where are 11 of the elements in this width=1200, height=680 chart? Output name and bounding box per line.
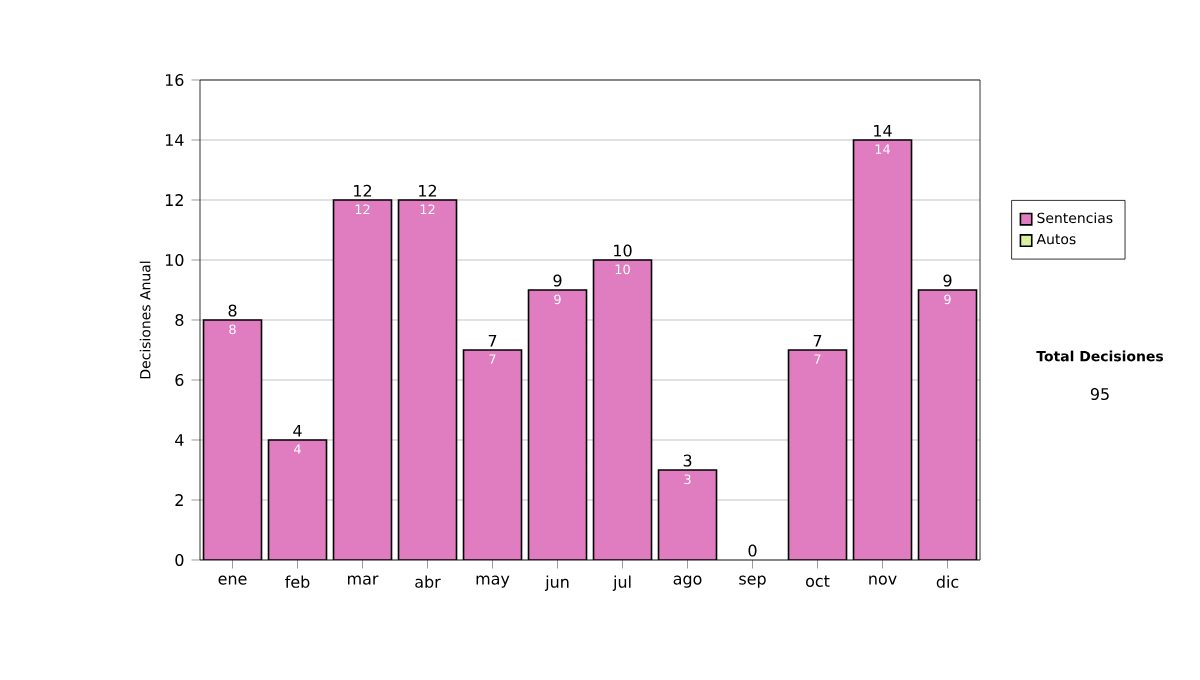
bar — [528, 290, 587, 560]
bar — [463, 350, 522, 560]
bar — [658, 470, 717, 560]
bar — [852, 139, 913, 560]
bar — [787, 349, 848, 560]
bar — [333, 199, 392, 560]
bar — [398, 199, 457, 560]
bar — [593, 260, 652, 560]
bar — [268, 440, 327, 560]
bar — [917, 289, 978, 560]
bar — [203, 320, 262, 560]
